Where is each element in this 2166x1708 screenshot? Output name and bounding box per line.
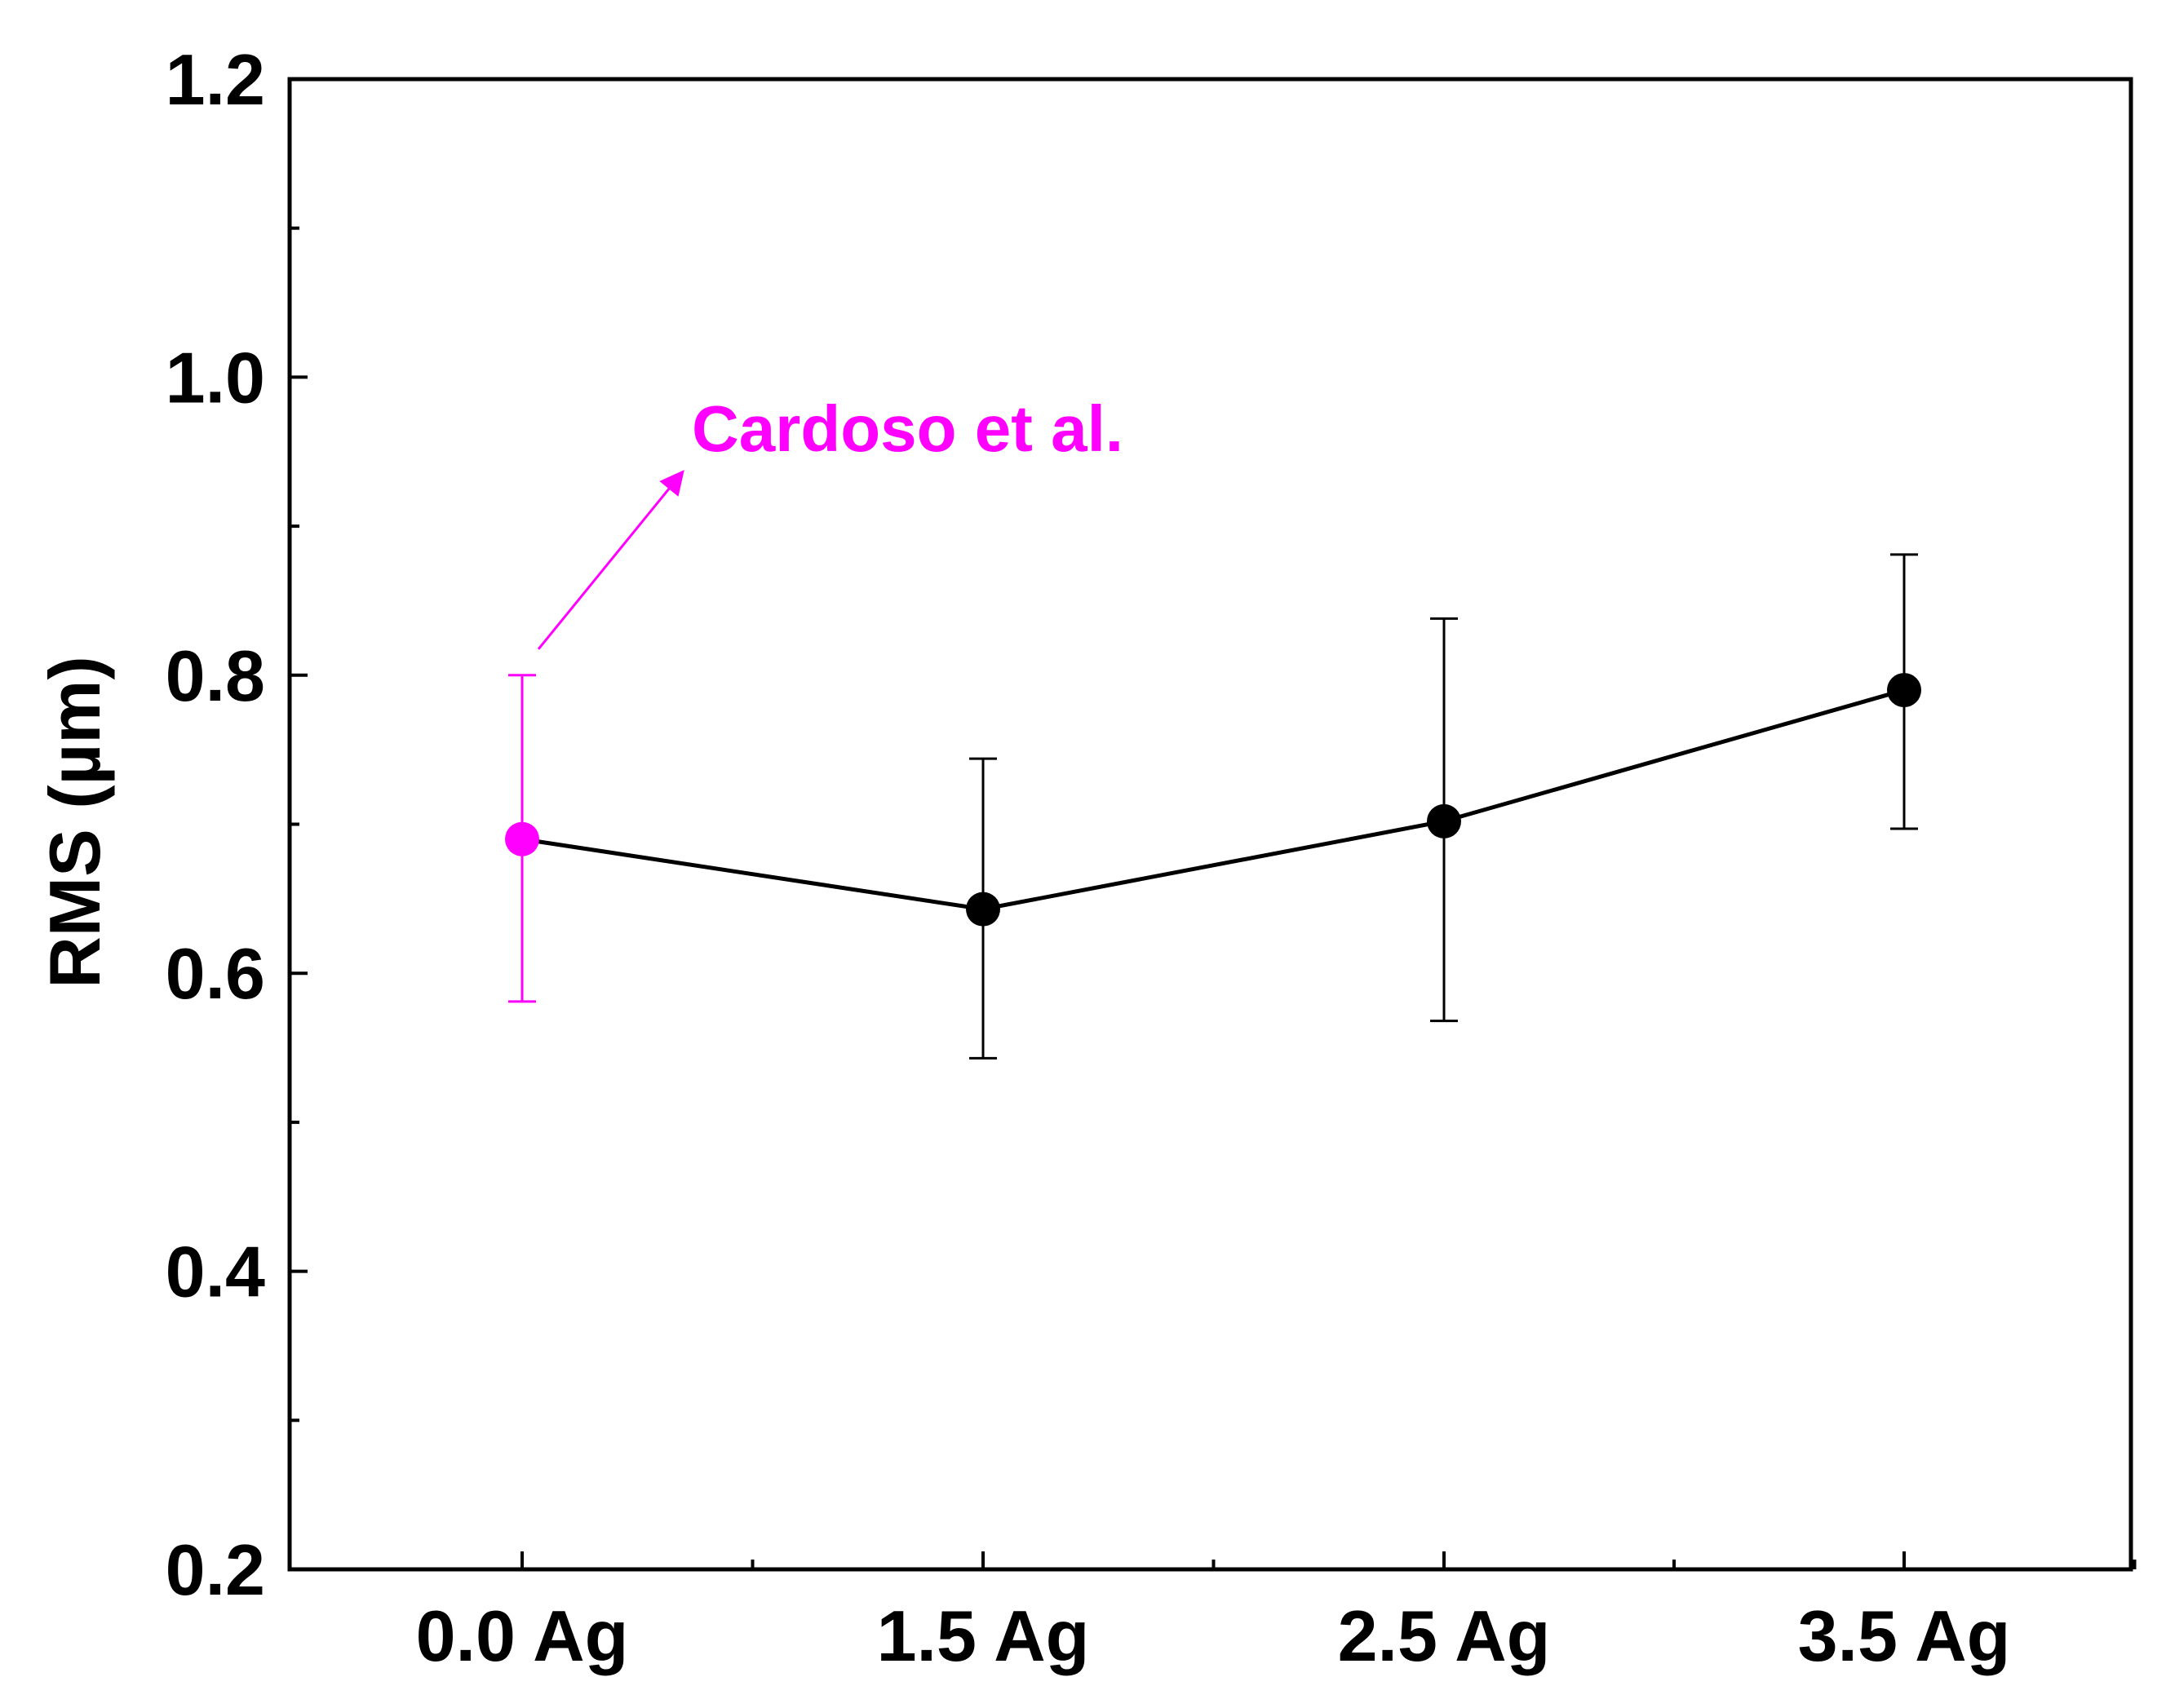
x-tick-label: 2.5 Ag (1338, 1595, 1551, 1676)
y-axis-title: RMS (µm) (34, 656, 115, 989)
y-tick-label: 0.4 (166, 1232, 265, 1312)
annotation-label: Cardoso et al. (692, 392, 1123, 465)
y-tick-label: 0.8 (166, 635, 265, 716)
x-tick-label: 1.5 Ag (877, 1595, 1090, 1676)
series-line (521, 688, 1905, 912)
y-tick-label: 1.2 (166, 39, 265, 120)
data-point (505, 821, 539, 856)
x-tick-label: 3.5 Ag (1798, 1595, 2011, 1676)
annotation-arrow (537, 470, 684, 650)
x-tick-label: 0.0 Ag (416, 1595, 629, 1676)
y-tick-label: 0.6 (166, 933, 265, 1014)
data-point (1427, 803, 1461, 839)
y-tick-label: 1.0 (166, 337, 265, 418)
plot-area: 0.2 0.4 0.6 0.8 1.0 1.2 0.0 Ag 1.5 Ag 2.5 Ag 3.5 … (166, 39, 2137, 1676)
data-point (966, 892, 1000, 927)
y-tick-label: 0.2 (166, 1529, 265, 1610)
data-point (1887, 673, 1921, 708)
plot-frame (287, 77, 2133, 1572)
